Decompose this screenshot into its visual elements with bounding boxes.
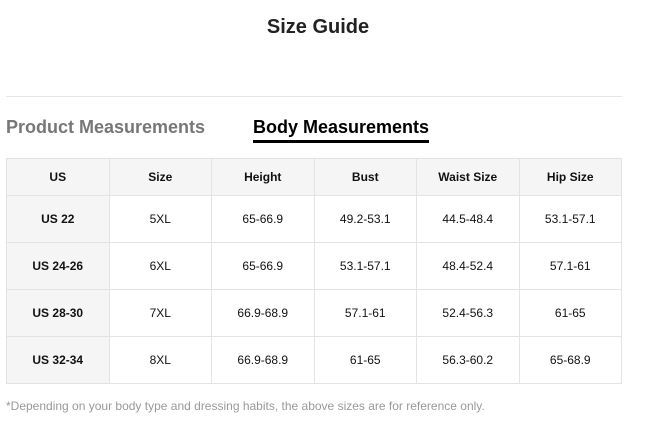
cell-size: 6XL bbox=[108, 242, 212, 290]
header-hip: Hip Size bbox=[518, 158, 622, 196]
cell-bust: 49.2-53.1 bbox=[313, 195, 417, 243]
cell-hip: 65-68.9 bbox=[518, 336, 622, 384]
tab-product-measurements[interactable]: Product Measurements bbox=[6, 117, 206, 137]
header-size: Size bbox=[108, 158, 212, 196]
cell-us: US 28-30 bbox=[6, 289, 110, 337]
cell-height: 66.9-68.9 bbox=[211, 336, 315, 384]
table-row: US 28-30 7XL 66.9-68.9 57.1-61 52.4-56.3 61-6… bbox=[6, 289, 622, 337]
table-header-row: US Size Height Bust Waist Size Hip Size bbox=[6, 158, 622, 196]
cell-size: 5XL bbox=[108, 195, 212, 243]
cell-height: 66.9-68.9 bbox=[211, 289, 315, 337]
cell-bust: 57.1-61 bbox=[313, 289, 417, 337]
page-title: Size Guide bbox=[266, 16, 370, 38]
tab-body-measurements[interactable]: Body Measurements bbox=[253, 117, 430, 143]
header-us: US bbox=[6, 158, 110, 196]
cell-waist: 56.3-60.2 bbox=[416, 336, 520, 384]
cell-size: 7XL bbox=[108, 289, 212, 337]
header-bust: Bust bbox=[313, 158, 417, 196]
header-height: Height bbox=[211, 158, 315, 196]
divider bbox=[6, 96, 622, 97]
footnote: *Depending on your body type and dressin… bbox=[6, 399, 485, 413]
cell-waist: 48.4-52.4 bbox=[416, 242, 520, 290]
cell-bust: 61-65 bbox=[313, 336, 417, 384]
cell-waist: 52.4-56.3 bbox=[416, 289, 520, 337]
cell-height: 65-66.9 bbox=[211, 242, 315, 290]
table-row: US 22 5XL 65-66.9 49.2-53.1 44.5-48.4 53.1-57… bbox=[6, 195, 622, 243]
cell-height: 65-66.9 bbox=[211, 195, 315, 243]
cell-bust: 53.1-57.1 bbox=[313, 242, 417, 290]
cell-hip: 53.1-57.1 bbox=[518, 195, 622, 243]
cell-us: US 32-34 bbox=[6, 336, 110, 384]
cell-hip: 61-65 bbox=[518, 289, 622, 337]
cell-us: US 22 bbox=[6, 195, 110, 243]
cell-waist: 44.5-48.4 bbox=[416, 195, 520, 243]
cell-us: US 24-26 bbox=[6, 242, 110, 290]
table-row: US 24-26 6XL 65-66.9 53.1-57.1 48.4-52.4 57.1… bbox=[6, 242, 622, 290]
cell-size: 8XL bbox=[108, 336, 212, 384]
header-waist: Waist Size bbox=[416, 158, 520, 196]
cell-hip: 57.1-61 bbox=[518, 242, 622, 290]
table-row: US 32-34 8XL 66.9-68.9 61-65 56.3-60.2 65-68.… bbox=[6, 336, 622, 384]
size-table: US Size Height Bust Waist Size Hip Size … bbox=[6, 158, 622, 384]
